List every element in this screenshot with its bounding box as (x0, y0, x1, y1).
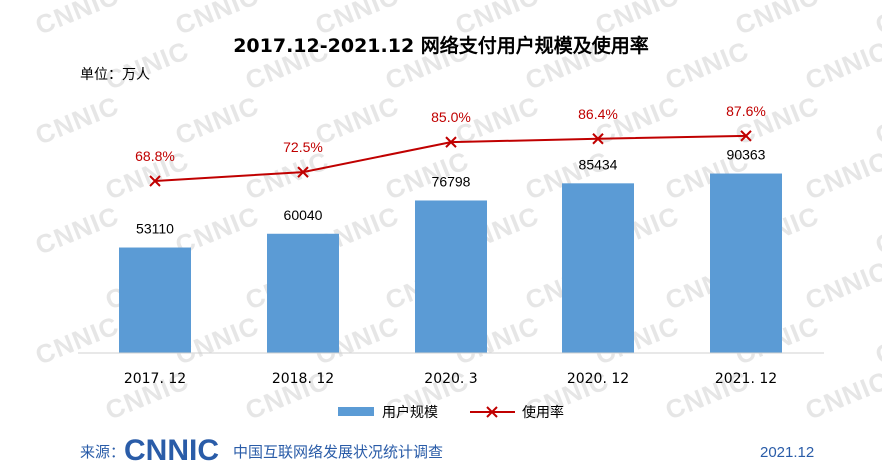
bar (119, 247, 191, 353)
legend-bar-swatch (338, 407, 374, 416)
x-tick-label: 2021. 12 (715, 371, 777, 387)
watermark-text: CNNIC (871, 90, 882, 151)
rate-labels: 68.8% 72.5% 85.0% 86.4% 87.6% (135, 103, 766, 164)
legend: 用户规模 使用率 (338, 404, 564, 421)
watermark-text: CNNIC (731, 0, 823, 41)
watermark-text: CNNIC (801, 255, 882, 316)
legend-line-label: 使用率 (522, 404, 564, 421)
footer-date: 2021.12 (760, 444, 814, 461)
rate-series (149, 130, 752, 187)
watermark-text: CNNIC (801, 35, 882, 96)
footer-logo: CNNIC (124, 434, 219, 467)
rate-point (445, 136, 457, 148)
legend-bar-label: 用户规模 (382, 404, 438, 421)
rate-value-label: 72.5% (283, 139, 323, 155)
x-tick-label: 2020. 3 (424, 371, 477, 387)
bar (267, 233, 339, 353)
bar (415, 200, 487, 353)
watermark-text: CNNIC (871, 0, 882, 41)
watermark-text: CNNIC (801, 145, 882, 206)
bar-value-label: 76798 (432, 173, 471, 189)
footer-source-label: 来源： (80, 443, 125, 461)
watermark-text: CNNIC (731, 90, 823, 151)
rate-point (740, 130, 752, 142)
bar-series (119, 173, 782, 353)
watermark-text: CNNIC (661, 35, 753, 96)
rate-point (149, 175, 161, 187)
bar (562, 183, 634, 353)
rate-value-label: 86.4% (578, 106, 618, 122)
rate-value-label: 87.6% (726, 103, 766, 119)
bar-value-label: 53110 (136, 221, 174, 237)
bar-labels: 53110 60040 76798 85434 90363 (136, 147, 766, 237)
watermark-text: CNNIC (31, 90, 123, 151)
unit-label: 单位：万人 (80, 67, 150, 83)
x-tick-labels: 2017. 12 2018. 12 2020. 3 2020. 12 2021. 12 (124, 371, 777, 387)
x-tick-label: 2020. 12 (567, 371, 629, 387)
bar (710, 173, 782, 353)
rate-value-label: 85.0% (431, 109, 471, 125)
watermark-text: CNNIC (101, 35, 193, 96)
bar-value-label: 90363 (727, 147, 766, 163)
bar-value-label: 85434 (579, 156, 618, 172)
watermark-text: CNNIC (311, 90, 403, 151)
rate-point (592, 133, 604, 145)
x-tick-label: 2018. 12 (272, 371, 334, 387)
footer: 来源： CNNIC 中国互联网络发展状况统计调查 2021.12 (80, 434, 814, 467)
watermark-text: CNNIC (801, 365, 882, 426)
watermark-text: CNNIC (31, 310, 123, 371)
x-tick-label: 2017. 12 (124, 371, 186, 387)
watermark-text: CNNIC (871, 200, 882, 261)
bar-value-label: 60040 (284, 207, 323, 223)
chart-title: 2017.12-2021.12 网络支付用户规模及使用率 (233, 34, 649, 57)
watermark-text: CNNIC (31, 200, 123, 261)
watermark-text: CNNIC (31, 0, 123, 41)
watermark-text: CNNIC (871, 310, 882, 371)
watermark-text: CNNIC (171, 90, 263, 151)
footer-org: 中国互联网络发展状况统计调查 (233, 443, 443, 461)
rate-value-label: 68.8% (135, 148, 175, 164)
legend-line-marker (486, 406, 498, 418)
rate-point (297, 166, 309, 178)
